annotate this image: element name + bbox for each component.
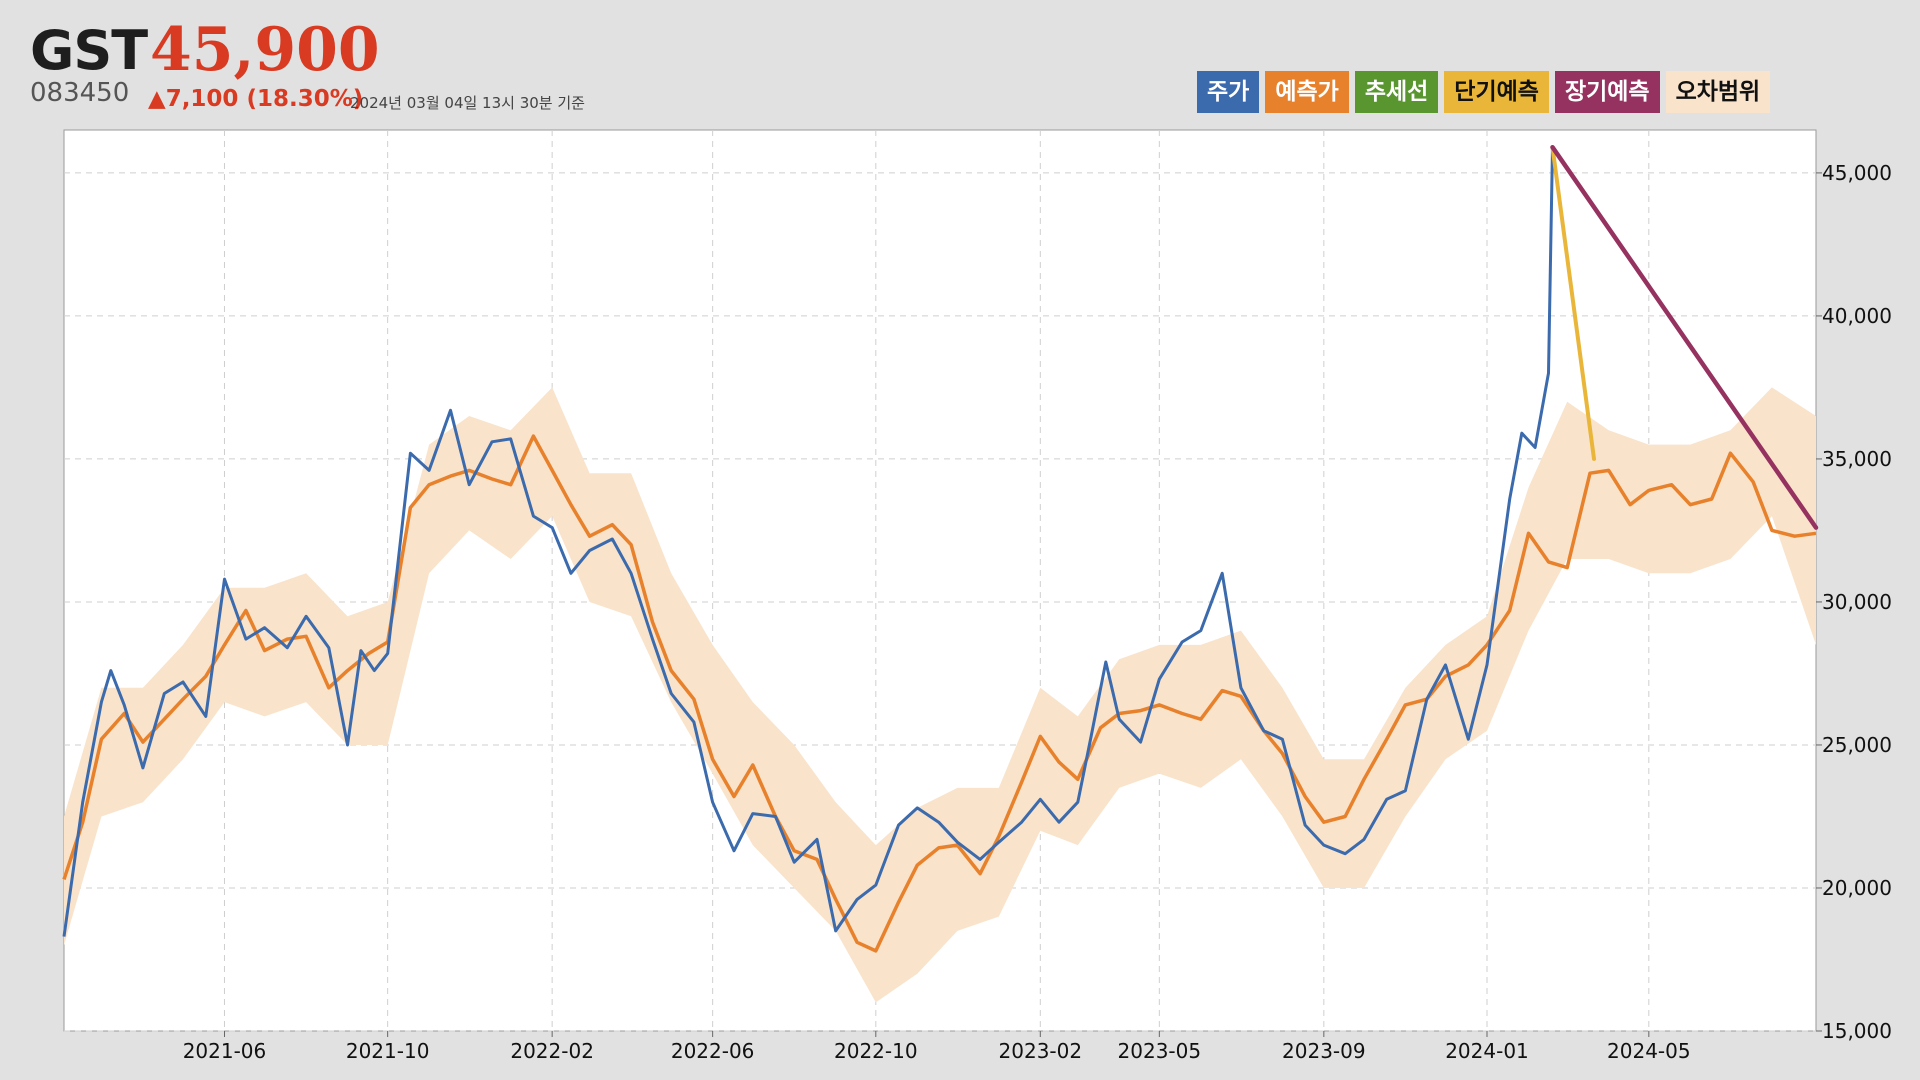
legend-item-forecast[interactable]: 예측가 [1265,71,1349,113]
x-tick-label: 2023-05 [1118,1039,1202,1063]
x-axis: 2021-06 2021-10 2022-02 2022-06 2022-10 2023-… [183,1031,1691,1063]
x-tick-label: 2024-05 [1607,1039,1691,1063]
series-long-term-line [1550,144,1819,530]
series-price-line [62,147,1554,937]
legend-item-short-term[interactable]: 단기예측 [1444,71,1549,113]
x-tick-label: 2021-06 [183,1039,267,1063]
x-tick-label: 2021-10 [346,1039,430,1063]
x-tick-label: 2024-01 [1445,1039,1529,1063]
ticker-symbol: GST [30,19,148,82]
y-tick-label: 30,000 [1822,590,1892,614]
y-tick-label: 40,000 [1822,304,1892,328]
timestamp: 2024년 03월 04일 13시 30분 기준 [350,94,585,112]
y-tick-label: 35,000 [1822,447,1892,471]
y-tick-label: 15,000 [1822,1019,1892,1043]
legend-item-error-band[interactable]: 오차범위 [1665,71,1771,113]
series-short-term-line [1550,145,1596,461]
legend-item-long-term[interactable]: 장기예측 [1554,71,1660,113]
y-tick-label: 20,000 [1822,876,1892,900]
x-tick-label: 2022-10 [834,1039,918,1063]
series-error-band [64,387,1816,1003]
chart-legend: 주가 예측가 추세선 단기예측 장기예측 오차범위 [1197,71,1771,113]
series-forecast-line [62,434,1817,953]
stock-code: 083450 [30,78,130,108]
legend-item-price[interactable]: 주가 [1197,71,1260,113]
y-tick-label: 25,000 [1822,733,1892,757]
legend-item-trend[interactable]: 추세선 [1354,71,1439,113]
y-tick-label: 45,000 [1822,161,1892,185]
price-change: ▲7,100 (18.30%) [148,86,364,112]
x-tick-label: 2022-02 [510,1039,594,1063]
y-axis: 15,000 20,000 25,000 30,000 35,000 40,000 45,0… [1816,161,1892,1043]
x-tick-label: 2023-09 [1282,1039,1366,1063]
current-price: 45,900 [150,15,380,85]
x-tick-label: 2023-02 [999,1039,1083,1063]
x-tick-label: 2022-06 [671,1039,755,1063]
